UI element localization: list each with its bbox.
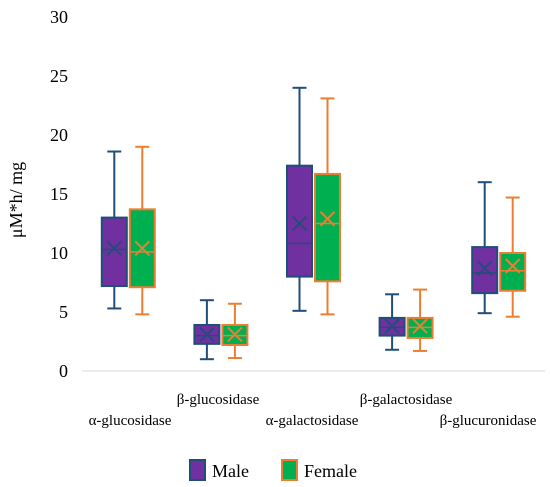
x-category-label: α-glucosidase <box>89 413 172 429</box>
x-axis-categories: α-glucosidase β-glucosidase α-galactosidas… <box>89 392 537 429</box>
legend-swatch <box>189 459 206 481</box>
mean-marker <box>134 240 151 256</box>
legend-item-female: Female <box>281 459 357 481</box>
box-iqr <box>471 246 499 295</box>
box-female <box>128 145 156 316</box>
x-category-label: α-galactosidase <box>266 413 359 429</box>
x-category-label: β-glucuronidase <box>440 413 537 429</box>
y-tick-label: 30 <box>50 7 68 27</box>
box-male <box>193 299 221 361</box>
mean-marker <box>476 260 493 277</box>
y-tick-label: 25 <box>50 66 68 86</box>
mean-marker <box>291 215 308 232</box>
box-iqr <box>100 216 128 288</box>
y-tick-label: 10 <box>50 243 68 263</box>
mean-marker <box>504 258 521 274</box>
x-category-label: β-galactosidase <box>360 392 453 408</box>
box-male <box>286 86 313 312</box>
y-axis-ticks: 0 5 10 15 20 25 30 <box>50 7 68 381</box>
box-series <box>100 86 527 361</box>
mean-marker <box>319 211 336 227</box>
legend-label: Male <box>212 461 249 481</box>
box-iqr <box>314 172 341 283</box>
box-female <box>314 97 341 316</box>
y-tick-label: 5 <box>59 302 68 322</box>
mean-marker <box>384 318 400 334</box>
legend-label: Female <box>304 461 357 481</box>
x-category-label: β-glucosidase <box>177 392 260 408</box>
box-female <box>499 196 527 318</box>
mean-marker <box>227 326 243 343</box>
box-male <box>471 181 499 315</box>
box-male <box>100 150 128 310</box>
box-iqr <box>499 252 527 292</box>
mean-marker <box>199 326 215 343</box>
legend-swatch <box>281 459 298 481</box>
y-tick-label: 15 <box>50 184 68 204</box>
legend: Male Female <box>189 459 357 481</box>
box-female <box>406 288 434 352</box>
box-female <box>221 302 249 360</box>
box-iqr <box>286 164 313 278</box>
legend-item-male: Male <box>189 459 249 481</box>
box-male <box>378 293 406 351</box>
mean-marker <box>412 318 428 334</box>
mean-marker <box>106 240 123 256</box>
y-axis-label: μM*h/ mg <box>6 162 26 238</box>
y-tick-label: 0 <box>59 361 68 381</box>
y-tick-label: 20 <box>50 125 68 145</box>
